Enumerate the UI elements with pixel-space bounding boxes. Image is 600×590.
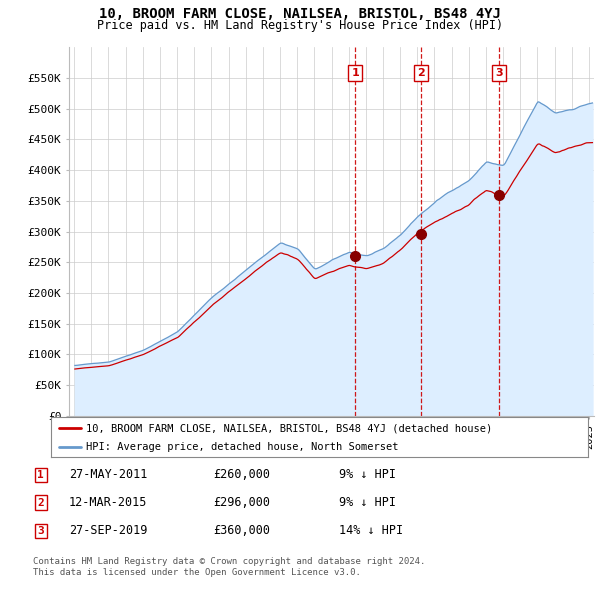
Text: 9% ↓ HPI: 9% ↓ HPI <box>339 496 396 509</box>
Text: 27-SEP-2019: 27-SEP-2019 <box>69 525 148 537</box>
Text: 2: 2 <box>37 498 44 507</box>
Text: 9% ↓ HPI: 9% ↓ HPI <box>339 468 396 481</box>
Text: 14% ↓ HPI: 14% ↓ HPI <box>339 525 403 537</box>
Text: 3: 3 <box>37 526 44 536</box>
Text: 1: 1 <box>37 470 44 480</box>
Text: 10, BROOM FARM CLOSE, NAILSEA, BRISTOL, BS48 4YJ (detached house): 10, BROOM FARM CLOSE, NAILSEA, BRISTOL, … <box>86 424 492 434</box>
Text: £260,000: £260,000 <box>213 468 270 481</box>
Text: This data is licensed under the Open Government Licence v3.0.: This data is licensed under the Open Gov… <box>33 568 361 577</box>
Text: 3: 3 <box>495 68 503 78</box>
Text: HPI: Average price, detached house, North Somerset: HPI: Average price, detached house, Nort… <box>86 442 398 452</box>
Text: 2: 2 <box>416 68 424 78</box>
Text: Price paid vs. HM Land Registry's House Price Index (HPI): Price paid vs. HM Land Registry's House … <box>97 19 503 32</box>
Text: 27-MAY-2011: 27-MAY-2011 <box>69 468 148 481</box>
Text: £360,000: £360,000 <box>213 525 270 537</box>
Text: 10, BROOM FARM CLOSE, NAILSEA, BRISTOL, BS48 4YJ: 10, BROOM FARM CLOSE, NAILSEA, BRISTOL, … <box>99 7 501 21</box>
Text: Contains HM Land Registry data © Crown copyright and database right 2024.: Contains HM Land Registry data © Crown c… <box>33 558 425 566</box>
Text: 12-MAR-2015: 12-MAR-2015 <box>69 496 148 509</box>
Text: £296,000: £296,000 <box>213 496 270 509</box>
Text: 1: 1 <box>352 68 359 78</box>
